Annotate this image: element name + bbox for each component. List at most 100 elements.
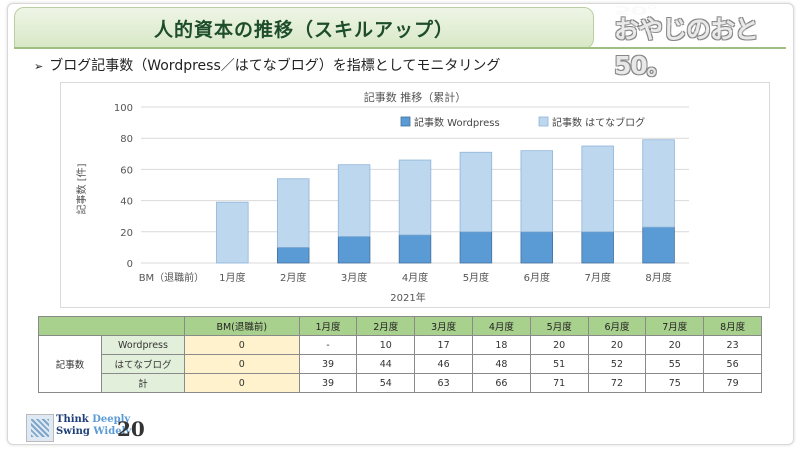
- legend-swatch: [538, 116, 549, 127]
- table-cell: 17: [414, 335, 473, 355]
- col-header: 4月度: [471, 316, 531, 336]
- table-header-row: BM(退職前) 1月度 2月度 3月度 4月度 5月度 6月度 7月度 8月度: [38, 316, 762, 336]
- col-header: 1月度: [298, 316, 358, 336]
- table-cell: 52: [587, 354, 647, 374]
- table-cell: 23: [703, 335, 762, 355]
- footer-word: Widely: [93, 426, 132, 437]
- table-cell: 0: [184, 354, 300, 374]
- table-row: 計 0 39 54 63 66 71 72 75 79: [39, 373, 762, 393]
- legend-label: 記事数 Wordpress: [414, 116, 500, 129]
- subtitle-text: ブログ記事数（Wordpress／はてなブログ）を指標としてモニタリング: [49, 58, 501, 74]
- table-cell: 0: [184, 335, 300, 355]
- col-header: 8月度: [703, 316, 762, 336]
- table-cell: 63: [414, 373, 473, 393]
- bar-segment-series-1: [520, 150, 554, 233]
- row-label: Wordpress: [101, 335, 185, 355]
- bar-segment-series-1: [581, 145, 614, 233]
- table-cell: 20: [529, 335, 589, 355]
- bar-segment-series-1: [459, 151, 493, 233]
- bullet-arrow-icon: ➢: [34, 60, 44, 73]
- bar-segment-series-0: [337, 236, 371, 264]
- y-tick-label: 100: [114, 103, 133, 114]
- col-header: 7月度: [645, 316, 705, 336]
- x-tick-label: 7月度: [584, 271, 610, 284]
- bar-segment-series-0: [520, 231, 554, 264]
- table-cell: 20: [587, 335, 647, 355]
- table-cell: 39: [298, 373, 358, 393]
- x-tick-label: BM（退職前）: [139, 271, 205, 284]
- x-tick-label: 3月度: [341, 271, 367, 284]
- table-cell: 79: [703, 373, 762, 393]
- x-tick-label: 1月度: [219, 271, 245, 284]
- x-tick-label: 2月度: [280, 271, 306, 284]
- table-cell: -: [298, 335, 358, 355]
- col-header: 5月度: [529, 316, 589, 336]
- y-tick-label: 40: [120, 197, 133, 208]
- table-cell: 66: [471, 373, 531, 393]
- footer-word: Think: [56, 414, 93, 425]
- table-cell: 46: [414, 354, 473, 374]
- table-cell: 54: [356, 373, 416, 393]
- x-tick-label: 8月度: [645, 271, 671, 284]
- x-tick-label: 6月度: [524, 271, 550, 284]
- table-cell: 48: [471, 354, 531, 374]
- title-banner: 人的資本の推移（スキルアップ）: [14, 7, 594, 49]
- bar-segment-series-1: [642, 139, 675, 228]
- table-cell: 51: [529, 354, 589, 374]
- brand-logo: おやじのおと50。: [614, 15, 759, 80]
- table-cell: 71: [529, 373, 589, 393]
- x-axis-label: 2021年: [390, 291, 425, 304]
- table-cell: 72: [587, 373, 647, 393]
- footer-tagline: Think Deeply Swing Widely: [56, 414, 131, 438]
- footer-emblem-icon: [26, 414, 54, 442]
- table-cell: 18: [471, 335, 531, 355]
- table-cell: 55: [645, 354, 705, 374]
- footer-number: 20: [117, 417, 145, 441]
- row-label: はてなブログ: [101, 354, 185, 374]
- table-cell: 20: [645, 335, 705, 355]
- table-cell: 44: [356, 354, 416, 374]
- x-tick-label: 5月度: [463, 271, 489, 284]
- y-axis-label: 記事数 [件]: [75, 163, 88, 214]
- bar-segment-series-0: [276, 246, 310, 264]
- footer-word: Deeply: [92, 414, 131, 425]
- table-row: 記事数 Wordpress 0 - 10 17 18 20 20 20 23: [38, 335, 762, 393]
- chart-title: 記事数 推移（累計）: [364, 90, 467, 104]
- y-tick-label: 60: [120, 165, 133, 176]
- bar-segment-series-1: [216, 201, 249, 264]
- table-cell: 75: [645, 373, 705, 393]
- bar-segment-series-0: [581, 231, 614, 264]
- legend-label: 記事数 はてなブログ: [552, 116, 645, 129]
- bar-segment-series-0: [459, 231, 493, 264]
- bar-segment-series-0: [642, 226, 675, 264]
- bar-segment-series-1: [276, 178, 310, 248]
- col-header: BM(退職前): [184, 316, 300, 336]
- subtitle: ➢ ブログ記事数（Wordpress／はてなブログ）を指標としてモニタリング: [34, 55, 500, 75]
- page-title: 人的資本の推移（スキルアップ）: [153, 18, 454, 41]
- table-cell: 10: [356, 335, 416, 355]
- col-header: 2月度: [356, 316, 416, 336]
- table-row: はてなブログ 0 39 44 46 48 51 52 55 56: [39, 354, 762, 374]
- y-tick-label: 80: [120, 134, 133, 145]
- stacked-bar-chart: 記事数 推移（累計） 記事数 [件] 2021年 0 20 40 60 80 100 BM…: [75, 90, 689, 304]
- row-label: 計: [101, 373, 185, 393]
- title-divider: [14, 47, 786, 49]
- data-table: BM(退職前) 1月度 2月度 3月度 4月度 5月度 6月度 7月度 8月度 …: [38, 316, 762, 393]
- bar-segment-series-0: [398, 234, 432, 264]
- bar-segment-series-1: [337, 164, 371, 237]
- brand-logo-reflection: おやじのおと50。: [614, 3, 759, 36]
- chart-container: 記事数 推移（累計） 記事数 [件] 2021年 0 20 40 60 80 100 BM…: [60, 82, 770, 308]
- bar-segment-series-1: [398, 159, 432, 236]
- col-header: 6月度: [587, 316, 647, 336]
- x-tick-label: 4月度: [402, 271, 428, 284]
- col-header: 3月度: [414, 316, 473, 336]
- footer-word: Swing: [56, 426, 94, 437]
- table-cell: 39: [298, 354, 358, 374]
- y-tick-label: 0: [127, 259, 133, 270]
- table-corner: [38, 316, 185, 336]
- y-tick-label: 20: [120, 228, 133, 239]
- group-label: 記事数: [38, 335, 102, 393]
- table-cell: 56: [703, 354, 762, 374]
- table-cell: 0: [184, 373, 300, 393]
- legend-swatch: [400, 116, 411, 127]
